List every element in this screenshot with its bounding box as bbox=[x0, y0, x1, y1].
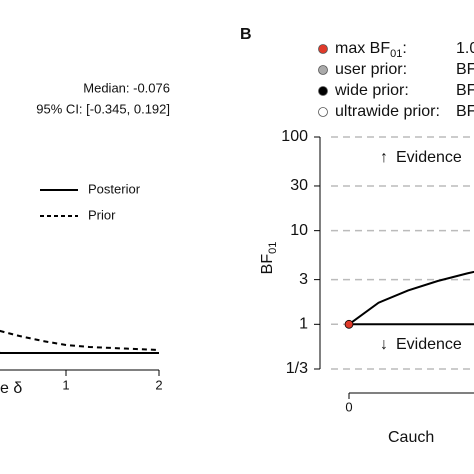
evidence-label: Evidence bbox=[396, 149, 462, 166]
y-tick-label: 1 bbox=[299, 316, 308, 333]
panel-label: B bbox=[240, 26, 252, 43]
legend-value: BF bbox=[456, 61, 474, 78]
legend-label: wide prior: bbox=[334, 82, 409, 99]
legend-value: 1.0 bbox=[456, 40, 474, 57]
x-axis-label: e δ bbox=[0, 380, 22, 397]
y-tick-label: 30 bbox=[290, 177, 308, 194]
legend-label-main: ultrawide prior: bbox=[335, 103, 440, 120]
legend-label: ultrawide prior: bbox=[335, 103, 440, 120]
legend-label: user prior: bbox=[335, 61, 407, 78]
arrow-down: ↓ bbox=[380, 336, 388, 353]
x-axis-label: Cauch bbox=[388, 429, 434, 446]
legend-value: BF bbox=[456, 82, 474, 99]
annotation: Median: -0.076 bbox=[83, 80, 170, 95]
x-tick-label: 1 bbox=[62, 377, 69, 392]
legend-label: Prior bbox=[88, 207, 116, 222]
legend-label-suffix: : bbox=[402, 40, 406, 57]
annotation: 95% CI: [-0.345, 0.192] bbox=[36, 101, 170, 116]
x-tick-label: 2 bbox=[155, 377, 162, 392]
legend-dot bbox=[318, 65, 328, 75]
y-label-main: BF bbox=[259, 254, 276, 275]
legend-label: Posterior bbox=[88, 181, 141, 196]
legend-label-main: wide prior: bbox=[334, 82, 409, 99]
legend-dot bbox=[318, 86, 328, 96]
y-axis-label: BF01 bbox=[259, 242, 279, 275]
evidence-label: Evidence bbox=[396, 336, 462, 353]
y-tick-label: 3 bbox=[299, 271, 308, 288]
legend-dot bbox=[318, 107, 328, 117]
legend-label-sub: 01 bbox=[390, 48, 402, 60]
y-tick-label: 1/3 bbox=[286, 360, 308, 377]
legend-label: max BF01: bbox=[335, 40, 407, 60]
x-tick-label: 0 bbox=[345, 399, 352, 414]
legend-dot bbox=[318, 44, 328, 54]
arrow-up: ↑ bbox=[380, 149, 388, 166]
legend-value: BF bbox=[456, 103, 474, 120]
line-series bbox=[348, 270, 474, 326]
line-series bbox=[0, 351, 159, 354]
y-label-sub: 01 bbox=[267, 242, 279, 254]
max-point bbox=[344, 319, 354, 329]
y-tick-label: 100 bbox=[281, 128, 308, 145]
legend-label-main: max BF bbox=[335, 40, 390, 57]
y-tick-label: 10 bbox=[290, 222, 308, 239]
line-series bbox=[0, 329, 160, 351]
legend-label-main: user prior: bbox=[335, 61, 407, 78]
